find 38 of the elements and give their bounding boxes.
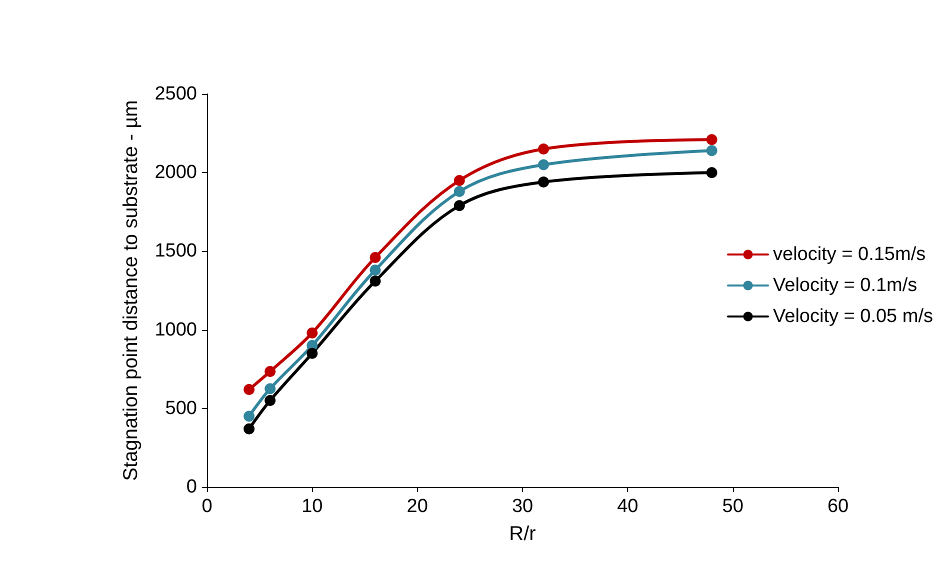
- point: [454, 174, 465, 186]
- x-tick-label: 10: [302, 496, 323, 517]
- y-tick-label: 2000: [154, 162, 197, 184]
- x-tick-label: 60: [827, 496, 849, 517]
- y-tick-label: 1000: [154, 319, 197, 340]
- y-tick-label: 0: [186, 476, 197, 498]
- point: [454, 200, 465, 212]
- point: [306, 348, 318, 359]
- y-tick-label: 500: [165, 398, 197, 419]
- legend-label: Velocity = 0.1m/s: [773, 275, 918, 296]
- x-tick-label: 40: [617, 496, 638, 517]
- x-tick-label: 20: [406, 496, 428, 517]
- y-tick-label: 2500: [154, 84, 197, 104]
- point: [244, 410, 255, 422]
- legend-label: velocity = 0.15m/s: [773, 244, 926, 265]
- point: [370, 252, 381, 263]
- point: [264, 383, 276, 394]
- point: [244, 423, 255, 434]
- point: [706, 167, 718, 178]
- point: [370, 264, 381, 276]
- point: [706, 145, 718, 156]
- x-tick-label: 30: [512, 496, 534, 517]
- point: [264, 395, 276, 406]
- point: [538, 176, 550, 188]
- point: [370, 276, 381, 287]
- point: [454, 186, 465, 197]
- point: [538, 159, 550, 170]
- y-axis-title: Stagnation point distance to substrate - µm: [120, 100, 142, 481]
- point: [706, 134, 718, 146]
- y-tick-label: 1500: [154, 240, 197, 262]
- point: [264, 366, 276, 377]
- legend-label: Velocity = 0.05 m/s: [773, 306, 934, 327]
- x-tick-label: 0: [202, 496, 212, 517]
- x-tick-label: 50: [722, 496, 744, 517]
- point: [244, 384, 255, 396]
- point: [306, 327, 318, 338]
- point: [538, 144, 550, 155]
- x-axis-title: R/r: [509, 523, 536, 545]
